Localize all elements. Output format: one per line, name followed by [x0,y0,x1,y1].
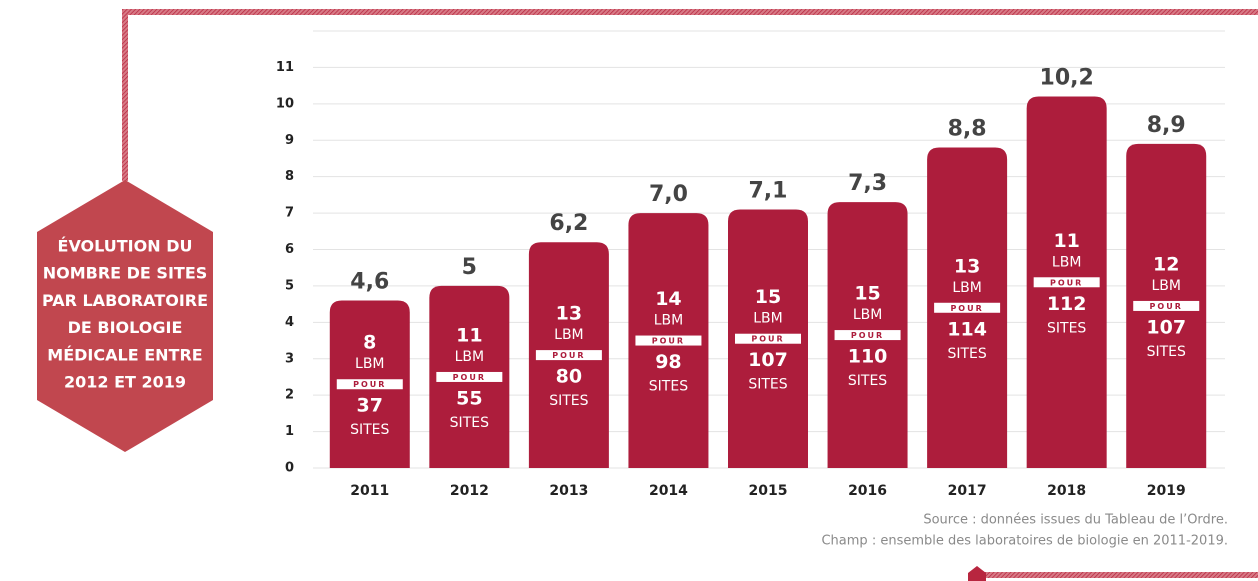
pour-label: POUR [1150,302,1183,311]
sites-count: 112 [1047,293,1087,315]
lbm-count: 13 [556,303,582,325]
pour-label: POUR [851,331,884,340]
pour-label: POUR [353,380,386,389]
frame-top [123,9,1258,15]
lbm-count: 8 [363,332,376,354]
pour-box [735,333,801,344]
pour-box [1133,300,1200,311]
lbm-count: 12 [1153,253,1179,275]
sites-count: 37 [357,395,383,417]
y-tick-label: 7 [285,206,294,221]
sites-label: SITES [1047,320,1086,336]
lbm-count: 11 [1053,230,1079,252]
y-tick-label: 3 [285,351,294,366]
lbm-label: LBM [1052,254,1081,270]
value-label: 5 [462,255,477,280]
pour-label: POUR [1050,278,1083,287]
x-tick-label: 2014 [649,483,688,499]
y-tick-label: 10 [276,96,294,111]
pour-label: POUR [552,351,585,360]
pour-label: POUR [652,337,685,346]
y-tick-label: 0 [285,461,294,476]
title-line: 2012 ET 2019 [64,373,186,392]
sites-count: 80 [556,366,582,388]
value-label: 6,2 [549,211,588,236]
title-line: PAR LABORATOIRE [42,291,208,310]
sites-label: SITES [549,393,588,409]
lbm-count: 15 [854,283,880,305]
lbm-label: LBM [554,327,583,343]
y-tick-label: 1 [285,424,294,439]
lbm-label: LBM [654,313,683,329]
sites-label: SITES [450,415,489,431]
lbm-count: 15 [755,286,781,308]
sites-label: SITES [350,422,389,438]
pour-box [535,350,602,361]
y-tick-label: 11 [276,60,294,75]
frame-corner [968,566,986,581]
x-tick-label: 2017 [948,483,987,499]
sites-label: SITES [748,377,787,393]
pour-box [934,302,1001,313]
y-tick-label: 6 [285,242,294,257]
pour-label: POUR [751,335,784,344]
title-line: MÉDICALE ENTRE [47,345,202,364]
lbm-count: 11 [456,324,482,346]
source-note: Source : données issues du Tableau de l’… [923,513,1228,528]
value-label: 7,3 [848,171,887,196]
sites-count: 107 [748,349,788,371]
title-line: ÉVOLUTION DU [58,237,193,256]
sites-label: SITES [848,373,887,389]
y-tick-label: 5 [285,278,294,293]
value-label: 7,0 [649,182,688,207]
pour-label: POUR [453,373,486,382]
value-label: 8,8 [948,117,987,142]
pour-box [336,379,403,390]
value-label: 4,6 [350,269,389,294]
lbm-count: 14 [655,288,681,310]
y-tick-label: 9 [285,133,294,148]
frame-left [122,9,128,181]
frame-bottom [975,572,1258,578]
sites-label: SITES [947,346,986,362]
sites-label: SITES [1147,344,1186,360]
source-note: Champ : ensemble des laboratoires de bio… [821,534,1228,549]
pour-box [436,371,503,382]
lbm-label: LBM [455,349,484,365]
pour-box [635,335,702,346]
lbm-label: LBM [853,307,882,323]
sites-count: 107 [1146,316,1186,338]
lbm-label: LBM [355,356,384,372]
x-tick-label: 2015 [749,483,788,499]
x-tick-label: 2018 [1047,483,1086,499]
lbm-count: 13 [954,255,980,277]
y-tick-label: 4 [285,315,294,330]
lbm-label: LBM [952,280,981,296]
y-tick-label: 2 [285,388,294,403]
title-line: NOMBRE DE SITES [43,264,208,283]
x-tick-label: 2012 [450,483,489,499]
pour-box [834,330,901,341]
value-label: 10,2 [1040,66,1094,91]
title-hexagon [37,180,213,452]
lbm-label: LBM [1151,278,1180,294]
sites-count: 55 [456,387,482,409]
sites-count: 114 [947,318,987,340]
value-label: 7,1 [749,178,788,203]
title-line: DE BIOLOGIE [68,318,183,337]
sites-label: SITES [649,379,688,395]
x-tick-label: 2016 [848,483,887,499]
x-tick-label: 2013 [549,483,588,499]
sites-count: 98 [655,351,681,373]
y-tick-label: 8 [285,169,294,184]
pour-label: POUR [950,304,983,313]
value-label: 8,9 [1147,113,1186,138]
lbm-label: LBM [753,311,782,327]
x-tick-label: 2019 [1147,483,1186,499]
x-tick-label: 2011 [350,483,389,499]
pour-box [1033,277,1100,288]
sites-count: 110 [848,346,888,368]
